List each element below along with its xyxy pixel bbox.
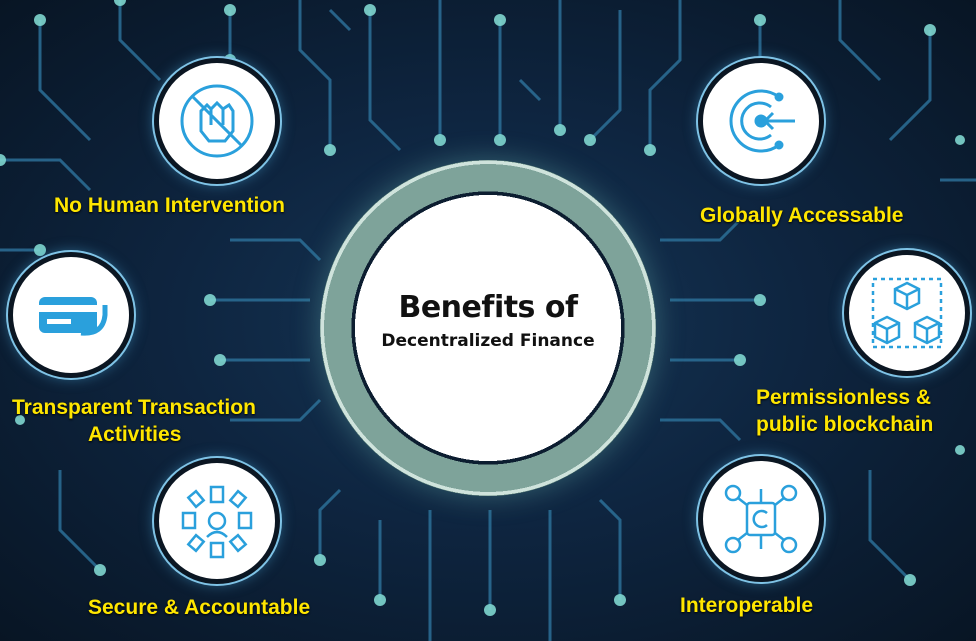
hand-block-icon [180,84,254,158]
benefit-node-secure-accountable [154,458,280,584]
document-network-icon [181,485,253,559]
blockchain-cubes-icon [871,277,943,349]
gears-connect-icon [724,484,798,554]
benefit-node-permissionless-blockchain [844,250,970,376]
center-subtitle: Decentralized Finance [381,331,595,351]
center-text: Benefits of Decentralized Finance [340,290,636,351]
label-line-2: Activities [88,423,182,446]
label-line-2: public blockchain [756,413,934,436]
benefit-node-no-human-intervention [154,58,280,184]
label-interoperable: Interoperable [680,594,814,617]
center-title: Benefits of [398,290,578,325]
benefit-node-interoperable [698,456,824,582]
center-circle [320,160,656,496]
global-access-icon [729,89,795,153]
benefit-node-transparent-transaction [8,252,134,378]
label-permissionless-blockchain: Permissionless & public blockchain [756,384,933,438]
card-payment-icon [39,297,108,336]
label-secure-accountable: Secure & Accountable [88,596,311,619]
label-line-1: Permissionless & [756,386,932,409]
label-transparent-transaction: Transparent Transaction Activities [12,394,256,448]
label-globally-accessable: Globally Accessable [700,204,904,227]
benefit-node-globally-accessable [698,58,824,184]
label-line-1: Transparent Transaction [12,396,256,419]
label-no-human-intervention: No Human Intervention [54,194,286,217]
